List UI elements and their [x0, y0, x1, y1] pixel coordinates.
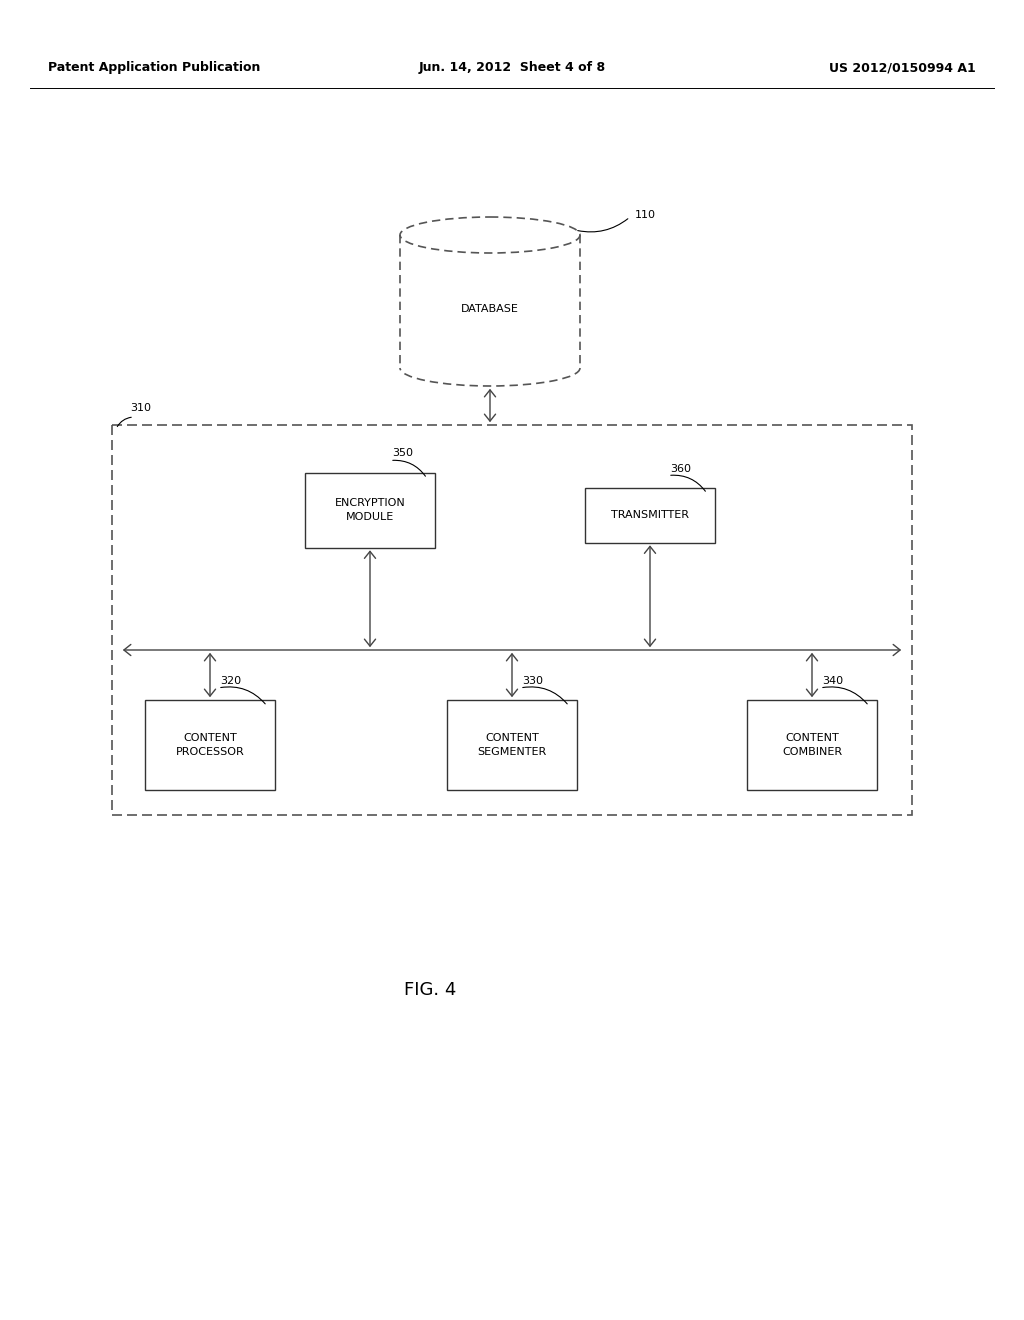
Bar [746, 700, 877, 789]
Text: 110: 110 [635, 210, 656, 220]
Bar [447, 700, 577, 789]
Text: CONTENT
COMBINER: CONTENT COMBINER [782, 734, 842, 756]
FancyArrowPatch shape [507, 653, 517, 696]
Text: 330: 330 [522, 676, 543, 686]
FancyArrowPatch shape [205, 653, 216, 696]
Text: 340: 340 [822, 676, 843, 686]
Text: 350: 350 [392, 449, 413, 458]
FancyArrowPatch shape [124, 644, 900, 656]
FancyArrowPatch shape [365, 552, 376, 645]
FancyArrowPatch shape [807, 653, 817, 696]
Text: CONTENT
PROCESSOR: CONTENT PROCESSOR [176, 734, 245, 756]
Bar [112, 425, 912, 814]
FancyArrowPatch shape [484, 389, 496, 421]
Text: ENCRYPTION
MODULE: ENCRYPTION MODULE [335, 499, 406, 521]
Text: 310: 310 [130, 403, 151, 413]
Text: 360: 360 [670, 463, 691, 474]
Text: Patent Application Publication: Patent Application Publication [48, 62, 260, 74]
Text: TRANSMITTER: TRANSMITTER [611, 510, 689, 520]
Text: CONTENT
SEGMENTER: CONTENT SEGMENTER [477, 734, 547, 756]
Text: Jun. 14, 2012  Sheet 4 of 8: Jun. 14, 2012 Sheet 4 of 8 [419, 62, 605, 74]
Text: US 2012/0150994 A1: US 2012/0150994 A1 [829, 62, 976, 74]
Text: DATABASE: DATABASE [461, 305, 519, 314]
FancyArrowPatch shape [644, 546, 655, 645]
Bar [305, 473, 435, 548]
Text: 320: 320 [220, 676, 241, 686]
Text: FIG. 4: FIG. 4 [403, 981, 456, 999]
Bar [585, 487, 715, 543]
Bar [145, 700, 275, 789]
